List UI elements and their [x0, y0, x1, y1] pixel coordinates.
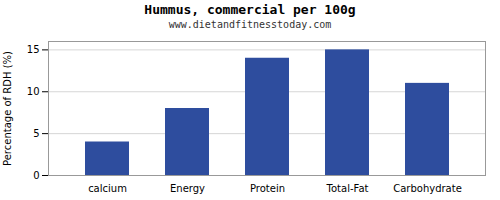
svg-text:10: 10 — [27, 86, 40, 97]
svg-text:5: 5 — [33, 128, 39, 139]
svg-text:Energy: Energy — [170, 183, 205, 194]
svg-text:Percentage of RDH (%): Percentage of RDH (%) — [2, 51, 13, 166]
svg-text:Protein: Protein — [250, 183, 285, 194]
html-text:www.dietandfitnesstoday.com: www.dietandfitnesstoday.com — [168, 19, 332, 30]
svg-text:Carbohydrate: Carbohydrate — [393, 183, 462, 194]
svg-text:0: 0 — [33, 170, 39, 181]
svg-text:15: 15 — [27, 44, 40, 55]
svg-text:calcium: calcium — [88, 183, 127, 194]
svg-text:Total-Fat: Total-Fat — [326, 183, 369, 194]
html-text:Hummus, commercial per 100g: Hummus, commercial per 100g — [144, 2, 356, 17]
